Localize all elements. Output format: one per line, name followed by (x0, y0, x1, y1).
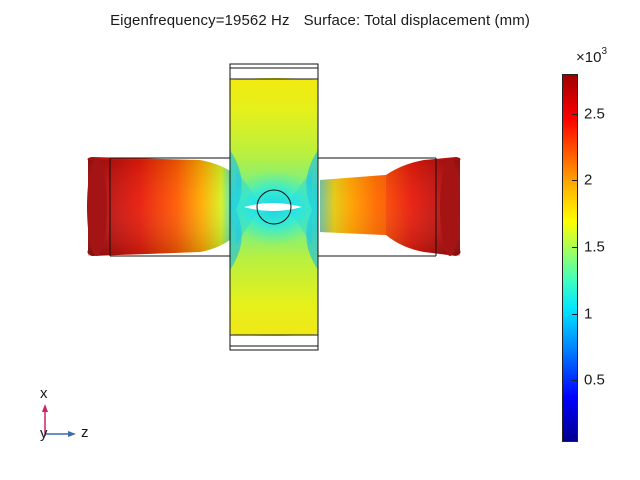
colorbar-tick-mark (572, 113, 577, 115)
colorbar-tick-mark (572, 180, 577, 182)
y-axis-label: y (40, 425, 48, 442)
colorbar-tick-mark (572, 247, 577, 249)
plot-title: Eigenfrequency=19562 Hz Surface: Total di… (0, 12, 640, 29)
colorbar-multiplier: ×103 (576, 46, 608, 66)
colorbar (562, 74, 578, 442)
colorbar-tick-mark (572, 380, 577, 382)
x-axis-label: x (40, 385, 48, 402)
right-arm (320, 157, 461, 256)
x-axis-arrowhead (42, 404, 48, 412)
colorbar-tick-mark (572, 313, 577, 315)
central-hole (244, 203, 302, 211)
colorbar-tick-label: 1.5 (584, 238, 605, 256)
colorbar-tick-label: 1 (584, 305, 593, 323)
colorbar-tick-label: 2.5 (584, 105, 605, 123)
eigenfrequency-label: Eigenfrequency=19562 Hz (110, 12, 290, 29)
surface-label: Surface: Total displacement (mm) (303, 12, 530, 29)
left-arm (87, 157, 236, 256)
z-axis-label: z (81, 424, 89, 441)
z-axis-arrowhead (68, 431, 76, 437)
wireframe (109, 63, 437, 351)
axis-triad (42, 404, 76, 437)
colorbar-tick-label: 0.5 (584, 371, 605, 389)
colorbar-tick-label: 2 (584, 171, 593, 189)
